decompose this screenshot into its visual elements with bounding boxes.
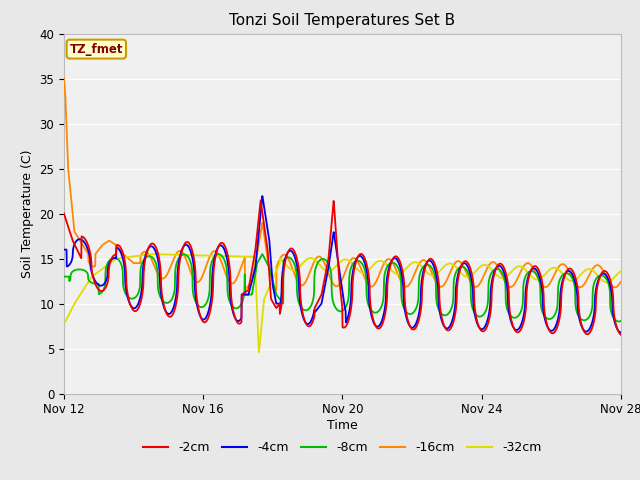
X-axis label: Time: Time: [327, 419, 358, 432]
Y-axis label: Soil Temperature (C): Soil Temperature (C): [21, 149, 34, 278]
Legend: -2cm, -4cm, -8cm, -16cm, -32cm: -2cm, -4cm, -8cm, -16cm, -32cm: [138, 436, 547, 459]
Title: Tonzi Soil Temperatures Set B: Tonzi Soil Temperatures Set B: [229, 13, 456, 28]
Text: TZ_fmet: TZ_fmet: [70, 43, 123, 56]
